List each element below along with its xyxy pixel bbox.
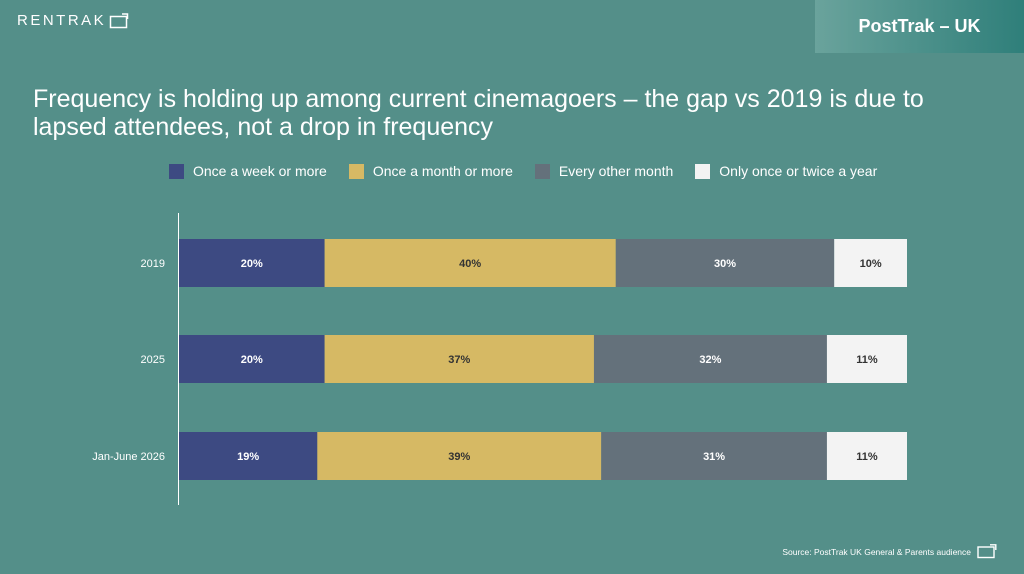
data-label: 37% [448, 354, 470, 366]
legend-label: Every other month [558, 163, 674, 179]
category-label: 2025 [141, 354, 165, 366]
category-label: Jan-June 2026 [92, 451, 165, 463]
source-note: Source: PostTrak UK General & Parents au… [782, 547, 971, 557]
legend-item-once-a-month: Once a month or more [348, 163, 513, 179]
bar-segment [324, 335, 594, 383]
data-label: 40% [459, 258, 481, 270]
data-label: 11% [856, 354, 878, 366]
legend-swatch [348, 163, 364, 179]
bar-segment [615, 239, 835, 287]
legend-label: Once a week or more [193, 163, 327, 179]
logo-text: RENTRAK [17, 12, 107, 29]
data-label: 20% [241, 354, 263, 366]
bar-segment [317, 432, 602, 480]
bar-segment [826, 432, 907, 480]
bar-segment [179, 335, 325, 383]
data-label: 10% [860, 258, 882, 270]
data-label: 31% [703, 451, 725, 463]
data-label: 30% [714, 258, 736, 270]
screen-icon [977, 544, 997, 559]
bar-segment [826, 335, 907, 383]
legend-swatch [169, 163, 184, 179]
legend-item-once-a-week: Once a week or more [169, 163, 327, 179]
legend-label: Only once or twice a year [719, 163, 878, 179]
category-label: 2019 [141, 258, 165, 270]
bar-segment [324, 239, 616, 287]
data-label: 39% [448, 451, 470, 463]
bar-segment [179, 432, 318, 480]
data-label: 32% [699, 354, 721, 366]
rentrak-logo: RENTRAK [17, 12, 129, 29]
legend-label: Once a month or more [372, 163, 513, 179]
bar-segment [834, 239, 907, 287]
data-label: 11% [856, 451, 878, 463]
data-label: 19% [237, 451, 259, 463]
chart-legend: Once a week or more Once a month or more… [169, 163, 899, 179]
screen-icon [109, 12, 129, 28]
slide-title: Frequency is holding up among current ci… [33, 85, 924, 141]
bar-segment [593, 335, 827, 383]
header-banner: PostTrak – UK [815, 0, 1024, 53]
header-title: PostTrak – UK [858, 16, 981, 36]
legend-swatch [695, 163, 711, 179]
bar-segment [601, 432, 827, 480]
legend-swatch [534, 163, 550, 179]
data-label: 20% [241, 258, 263, 270]
legend-item-once-twice-year: Only once or twice a year [695, 163, 877, 179]
legend-item-every-other-month: Every other month [534, 163, 674, 179]
bar-segment [179, 239, 325, 287]
